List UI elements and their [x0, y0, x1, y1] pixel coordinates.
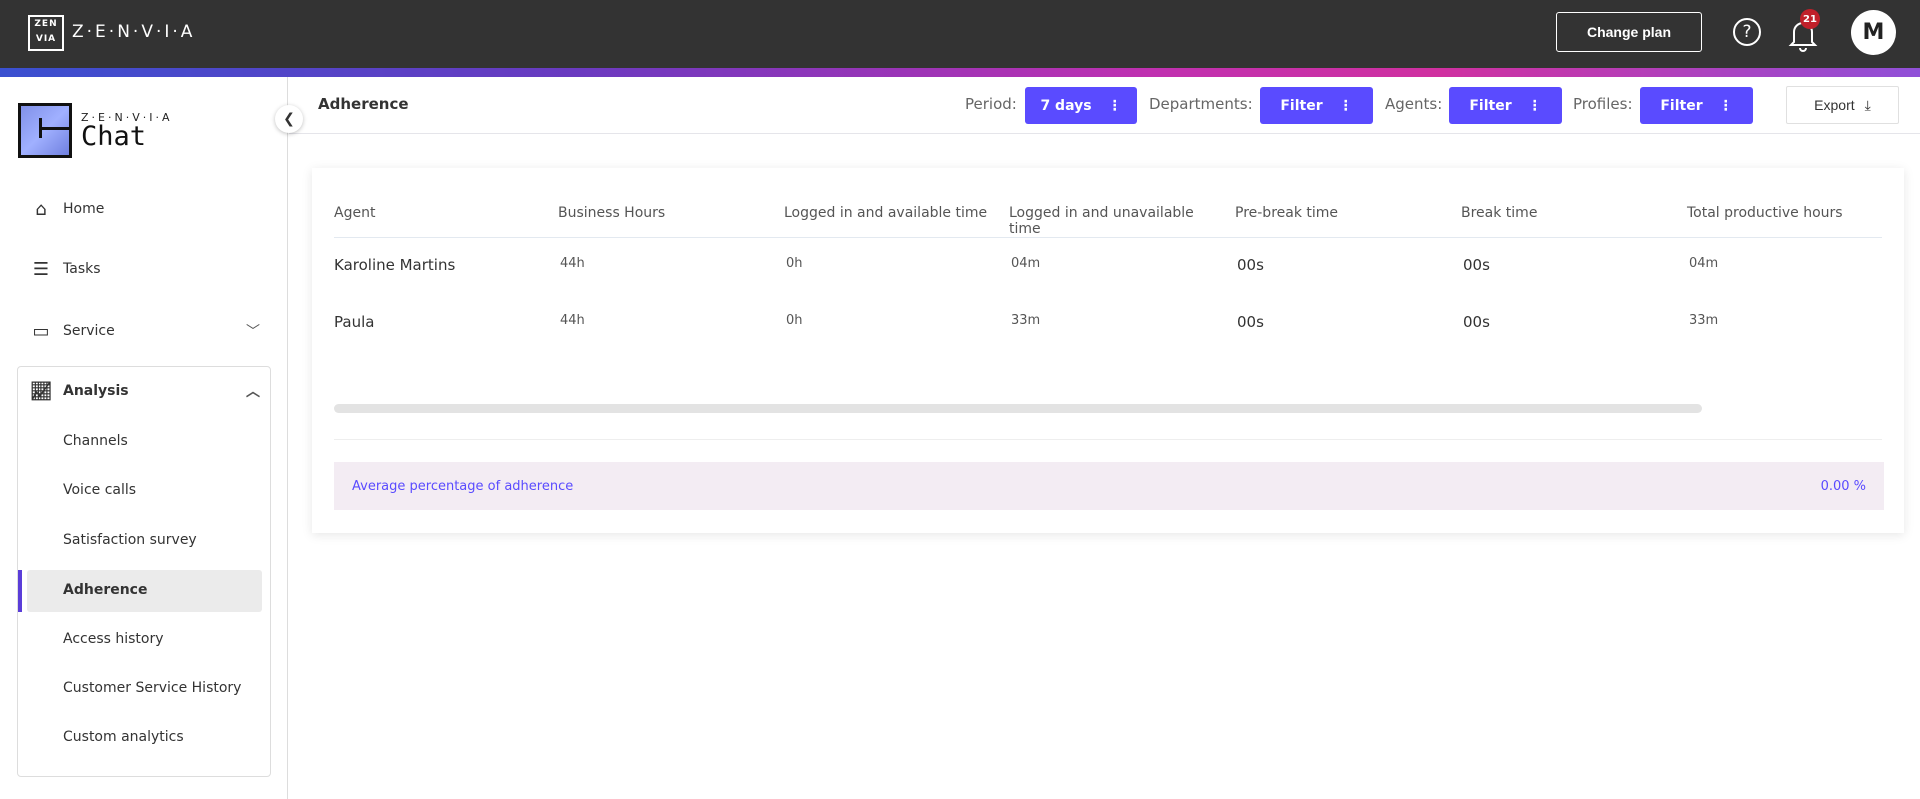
table-cell: 00s	[1463, 313, 1490, 331]
home-icon: ⌂	[35, 198, 47, 220]
help-icon[interactable]: ?	[1733, 18, 1761, 46]
table-cell: 33m	[1689, 313, 1719, 328]
sidebar-item-service[interactable]: ▭ Service ﹀	[0, 311, 288, 351]
column-header: Total productive hours	[1687, 205, 1843, 221]
line-chart-icon: 📈︎	[29, 380, 53, 402]
departments-filter-button[interactable]: Filter ⋮	[1260, 87, 1373, 124]
active-item-indicator	[18, 570, 22, 612]
agents-value: Filter	[1469, 97, 1512, 114]
notification-badge: 21	[1800, 9, 1820, 29]
sidebar-item-tasks[interactable]: ☰ Tasks	[0, 249, 288, 289]
agent-name-cell: Karoline Martins	[334, 256, 456, 274]
sidebar-item-label: Tasks	[63, 261, 101, 277]
export-label: Export	[1814, 97, 1855, 113]
table-cell: 0h	[786, 256, 803, 271]
table-cell: 00s	[1237, 313, 1264, 331]
agents-label: Agents:	[1385, 95, 1443, 113]
agent-name-cell: Paula	[334, 313, 375, 331]
column-header: Agent	[334, 205, 376, 221]
analysis-group	[17, 366, 271, 777]
sidebar-item-label: Service	[63, 323, 115, 339]
page-title: Adherence	[318, 95, 409, 113]
download-icon: ⤓	[1864, 96, 1871, 113]
sidebar-item-label: Home	[63, 201, 105, 217]
profiles-value: Filter	[1660, 97, 1703, 114]
kebab-icon: ⋮	[1718, 97, 1733, 114]
export-button[interactable]: Export ⤓	[1786, 86, 1899, 124]
page-header: Adherence Period: 7 days ⋮ Departments: F…	[289, 77, 1920, 134]
table-cell: 33m	[1011, 313, 1041, 328]
period-value: 7 days	[1040, 97, 1092, 114]
chat-logo-title: Chat	[81, 121, 147, 152]
sidebar-subitem-access-history[interactable]: Access history	[63, 631, 164, 647]
sidebar-subitem-voice-calls[interactable]: Voice calls	[63, 482, 137, 498]
checklist-icon: ☰	[32, 258, 50, 280]
brand-name: Z·E·N·V·I·A	[72, 22, 196, 42]
collapse-sidebar-button[interactable]: ❮	[275, 105, 303, 133]
column-header: Business Hours	[558, 205, 666, 221]
chevron-down-icon[interactable]: ﹀	[246, 324, 260, 340]
table-cell: 00s	[1237, 256, 1264, 274]
average-adherence-row: Average percentage of adherence 0.00 %	[334, 462, 1884, 510]
chevron-left-icon: ❮	[283, 111, 295, 127]
agents-filter-button[interactable]: Filter ⋮	[1449, 87, 1562, 124]
sidebar-item-home[interactable]: ⌂ Home	[0, 189, 288, 229]
sidebar: Z·E·N·V·I·A Chat ⌂ Home ☰ Tasks ▭ Service ﹀ …	[0, 77, 288, 799]
sidebar-subitem-channels[interactable]: Channels	[63, 433, 128, 449]
column-header: Logged in and available time	[784, 205, 988, 221]
column-header: Break time	[1461, 205, 1538, 221]
kebab-icon: ⋮	[1107, 97, 1122, 114]
sidebar-subitem-adherence[interactable]: Adherence	[63, 582, 148, 598]
change-plan-button[interactable]: Change plan	[1556, 12, 1702, 52]
horizontal-scrollbar[interactable]	[334, 404, 1702, 413]
sidebar-item-label: Analysis	[63, 383, 129, 399]
avatar[interactable]: M	[1851, 10, 1896, 55]
departments-value: Filter	[1280, 97, 1323, 114]
average-adherence-value: 0.00 %	[1820, 478, 1866, 494]
adherence-table-card: Agent Business Hours Logged in and availab…	[312, 168, 1904, 533]
profiles-filter-button[interactable]: Filter ⋮	[1640, 87, 1753, 124]
kebab-icon: ⋮	[1338, 97, 1353, 114]
sidebar-item-analysis[interactable]: 📈︎ Analysis ︿	[0, 371, 288, 411]
column-header: Pre-break time	[1235, 205, 1339, 221]
average-adherence-label: Average percentage of adherence	[352, 478, 574, 494]
table-cell: 44h	[560, 256, 585, 271]
table-cell: 0h	[786, 313, 803, 328]
profiles-label: Profiles:	[1573, 95, 1633, 113]
sidebar-subitem-satisfaction-survey[interactable]: Satisfaction survey	[63, 532, 197, 548]
gradient-divider	[0, 68, 1920, 77]
period-label: Period:	[965, 95, 1017, 113]
departments-label: Departments:	[1149, 95, 1253, 113]
table-cell: 00s	[1463, 256, 1490, 274]
chat-bubble-icon: ▭	[32, 320, 50, 342]
column-header: Logged in and unavailable time	[1009, 205, 1194, 237]
table-cell: 44h	[560, 313, 585, 328]
sidebar-subitem-customer-service-history[interactable]: Customer Service History	[63, 680, 242, 696]
top-bar: ZEN VIA Z·E·N·V·I·A Change plan ? 21 M	[0, 0, 1920, 68]
kebab-icon: ⋮	[1527, 97, 1542, 114]
zenvia-logo[interactable]: ZEN VIA	[28, 15, 64, 51]
period-filter-button[interactable]: 7 days ⋮	[1025, 87, 1137, 124]
active-item-highlight	[27, 570, 262, 612]
chat-logo-brand: Z·E·N·V·I·A	[81, 111, 173, 124]
chat-logo-image	[18, 103, 72, 158]
divider	[334, 439, 1882, 440]
header-divider	[334, 237, 1882, 238]
table-cell: 04m	[1689, 256, 1719, 271]
chevron-up-icon[interactable]: ︿	[246, 384, 260, 400]
table-cell: 04m	[1011, 256, 1041, 271]
sidebar-subitem-custom-analytics[interactable]: Custom analytics	[63, 729, 184, 745]
